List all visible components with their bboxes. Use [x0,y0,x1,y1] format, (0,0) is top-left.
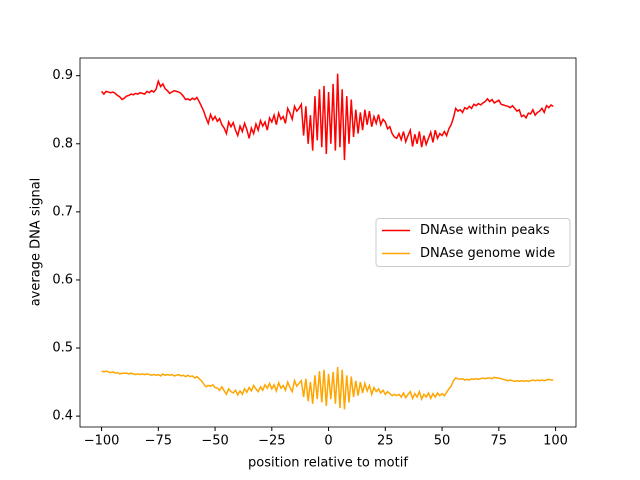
legend-label: DNAse within peaks [420,223,550,238]
legend-label: DNAse genome wide [420,246,555,261]
series-line [101,367,554,410]
series-line [100,73,554,161]
y-axis-label: average DNA signal [29,178,44,307]
y-tick-label: 0.7 [52,204,73,219]
x-tick-label: 0 [324,434,332,449]
y-tick-label: 0.8 [52,136,73,151]
y-tick-label: 0.5 [52,341,73,356]
x-tick-label: 50 [434,434,451,449]
x-tick-label: 25 [377,434,394,449]
x-tick-label: 75 [491,434,508,449]
y-tick-label: 0.4 [52,409,73,424]
x-axis-label: position relative to motif [248,456,408,471]
x-tick-label: −25 [258,434,285,449]
x-tick-label: −50 [201,434,228,449]
plot-frame [79,57,577,428]
x-tick-label: 100 [543,434,568,449]
legend-box [375,218,571,267]
x-tick-label: −100 [84,434,120,449]
y-tick-label: 0.6 [52,272,73,287]
x-tick-label: −75 [145,434,172,449]
y-tick-label: 0.9 [52,68,73,83]
